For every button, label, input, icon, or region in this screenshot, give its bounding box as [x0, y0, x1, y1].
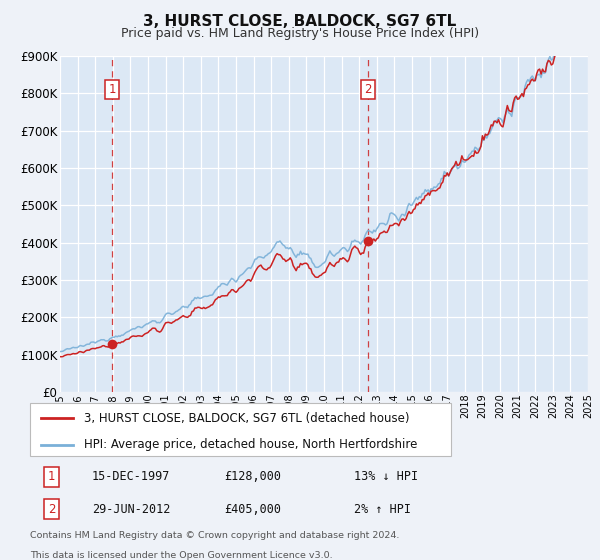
Text: 1: 1 — [48, 470, 55, 483]
Text: 1: 1 — [109, 83, 116, 96]
Text: 3, HURST CLOSE, BALDOCK, SG7 6TL (detached house): 3, HURST CLOSE, BALDOCK, SG7 6TL (detach… — [84, 412, 409, 424]
Text: 29-JUN-2012: 29-JUN-2012 — [92, 503, 170, 516]
Text: 2: 2 — [48, 503, 55, 516]
Text: 15-DEC-1997: 15-DEC-1997 — [92, 470, 170, 483]
FancyBboxPatch shape — [30, 403, 451, 456]
Text: Price paid vs. HM Land Registry's House Price Index (HPI): Price paid vs. HM Land Registry's House … — [121, 27, 479, 40]
Text: £405,000: £405,000 — [224, 503, 281, 516]
Text: Contains HM Land Registry data © Crown copyright and database right 2024.: Contains HM Land Registry data © Crown c… — [30, 531, 400, 540]
Text: 13% ↓ HPI: 13% ↓ HPI — [354, 470, 418, 483]
Text: HPI: Average price, detached house, North Hertfordshire: HPI: Average price, detached house, Nort… — [84, 438, 418, 451]
Text: 2: 2 — [364, 83, 371, 96]
Text: This data is licensed under the Open Government Licence v3.0.: This data is licensed under the Open Gov… — [30, 551, 332, 560]
Text: 3, HURST CLOSE, BALDOCK, SG7 6TL: 3, HURST CLOSE, BALDOCK, SG7 6TL — [143, 14, 457, 29]
Text: 2% ↑ HPI: 2% ↑ HPI — [354, 503, 411, 516]
Text: £128,000: £128,000 — [224, 470, 281, 483]
